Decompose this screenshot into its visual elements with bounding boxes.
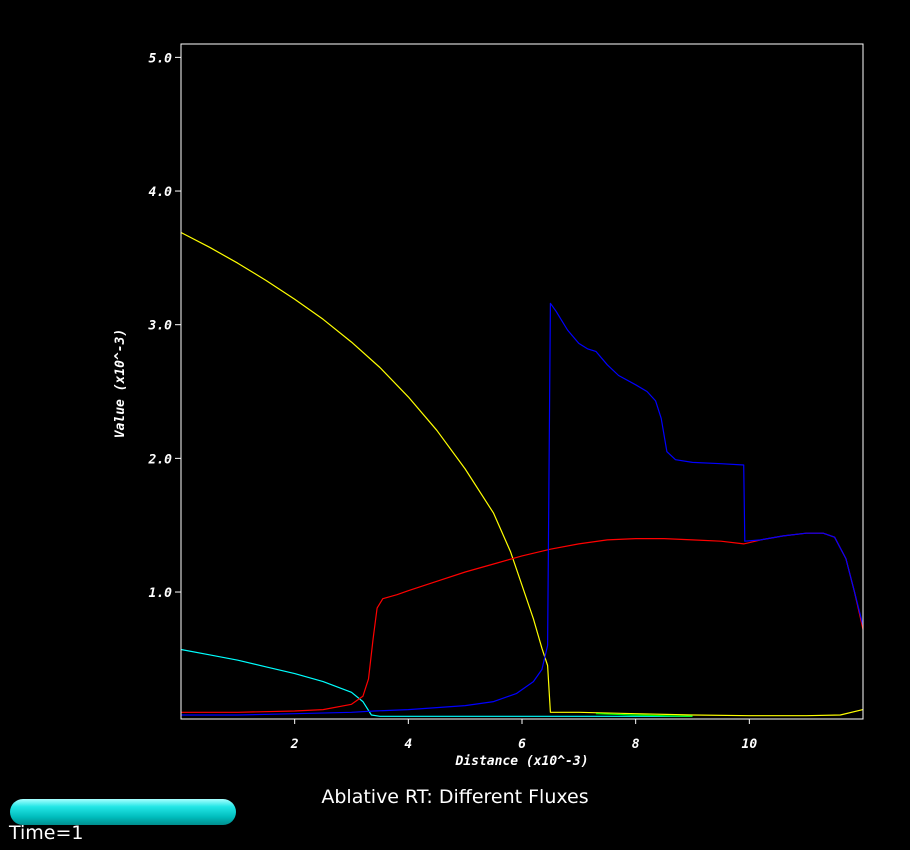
y-tick-label: 4.0 — [149, 185, 173, 200]
series-line-4 — [181, 302, 864, 716]
ticks-layer: 2 4 6 8 10 1.0 2.0 3.0 4.0 5.0 — [148, 51, 758, 752]
series-layer — [180, 231, 864, 717]
x-tick-label: 10 — [742, 737, 758, 752]
x-tick-label: 2 — [290, 737, 299, 752]
x-tick-label: 4 — [404, 737, 412, 752]
y-tick-label: 3.0 — [148, 319, 173, 334]
y-tick-label: 5.0 — [149, 51, 173, 66]
y-tick-label: 2.0 — [148, 452, 173, 467]
x-axis-label: Distance (x10^-3) — [454, 754, 588, 769]
y-axis-label: Value (x10^-3) — [113, 329, 128, 439]
series-line-3 — [181, 532, 864, 713]
time-slider-bar[interactable] — [10, 799, 236, 825]
plot-caption: Ablative RT: Different Fluxes — [321, 786, 589, 808]
time-label: Time=1 — [9, 822, 84, 844]
x-tick-label: 8 — [632, 737, 640, 752]
series-line-2 — [180, 648, 693, 717]
series-line-1 — [180, 231, 864, 717]
y-tick-label: 1.0 — [149, 586, 173, 601]
plot-frame — [180, 43, 864, 720]
x-tick-label: 6 — [518, 737, 526, 752]
series-line-5 — [595, 713, 693, 717]
